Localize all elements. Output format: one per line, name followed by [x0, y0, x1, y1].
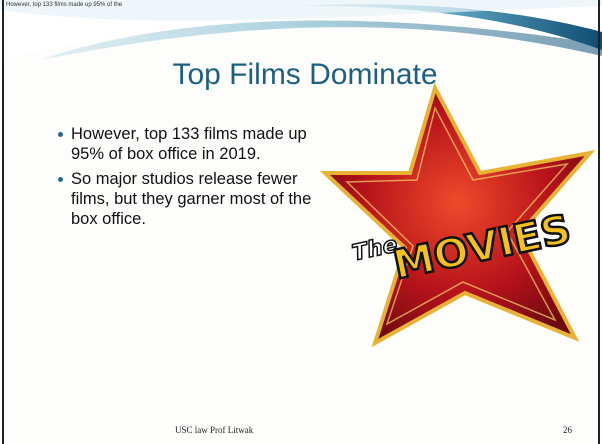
slide-title: Top Films Dominate	[172, 58, 438, 91]
corner-text: However, top 133 films made up 95% of th…	[6, 2, 123, 8]
bullet: However, top 133 films made up 95% of bo…	[56, 124, 316, 164]
bullet-list: However, top 133 films made up 95% of bo…	[56, 124, 316, 234]
page-number: 26	[563, 425, 572, 435]
bullet: So major studios release fewer films, bu…	[56, 169, 316, 229]
footer: USC law Prof Litwak	[175, 425, 254, 435]
movies-logo: The MOVIES	[349, 205, 576, 290]
logo-text-large: MOVIES	[389, 206, 575, 288]
